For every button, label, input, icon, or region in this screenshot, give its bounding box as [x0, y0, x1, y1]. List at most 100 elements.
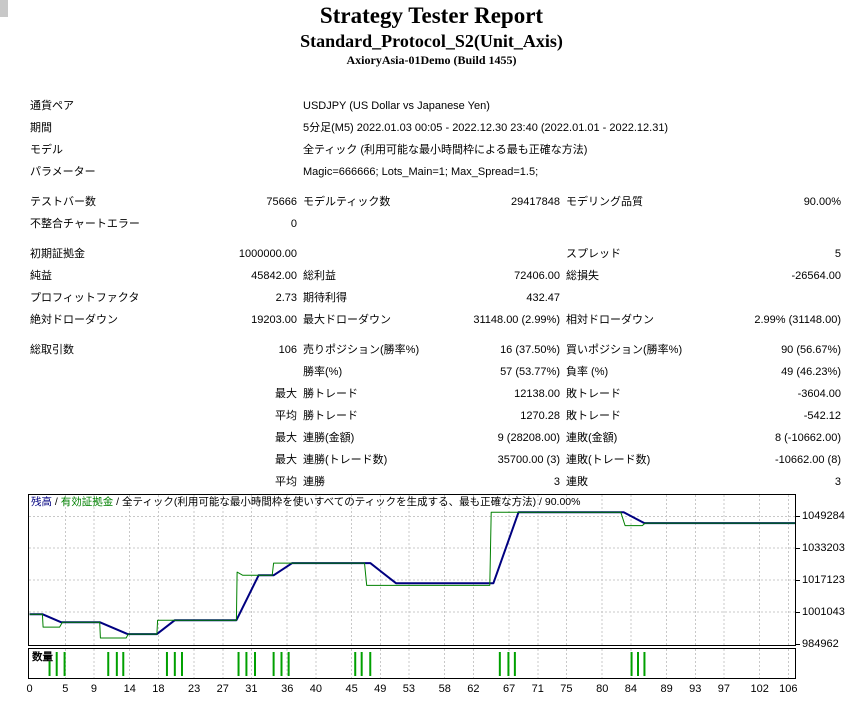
report-row: 絶対ドローダウン 19203.00 最大ドローダウン 31148.00 (2.99%)… [30, 309, 841, 331]
report-cell-value: 35700.00 (3) [497, 454, 560, 466]
y-axis-tick [796, 516, 800, 518]
report-cell-label: 不整合チャートエラー [30, 218, 140, 230]
report-cell-value: -10662.00 (8) [774, 454, 841, 466]
report-row: 初期証拠金 1000000.00 スプレッド 5 [30, 243, 841, 265]
expert-name: Standard_Protocol_S2(Unit_Axis) [300, 31, 563, 51]
report-cell-value: 全ティック (利用可能な最小時間枠による最も正確な方法) [303, 144, 588, 156]
y-axis-label: 1017123 [802, 574, 845, 587]
x-axis-label: 45 [345, 683, 358, 695]
report-cell-label: 買いポジション(勝率%) [566, 344, 683, 356]
volume-chart-svg [48, 649, 789, 678]
report-row: 通貨ペア USDJPY (US Dollar vs Japanese Yen) [30, 95, 841, 117]
report-cell-value: 3 [834, 476, 841, 488]
report-cell-label: 通貨ペア [30, 100, 74, 112]
report-cell-value: 1000000.00 [238, 248, 297, 260]
report-cell-label: 敗トレード [566, 388, 621, 400]
report-cell-label: 期間 [30, 122, 52, 134]
report-row: テストバー数 75666 モデルティック数 29417848 モデリング品質 90.00% [30, 191, 841, 213]
report-cell-value: 16 (37.50%) [500, 344, 560, 356]
report-cell-value: -26564.00 [791, 270, 841, 282]
x-axis-label: 23 [188, 683, 201, 695]
report-cell-label: 勝トレード [303, 388, 358, 400]
x-axis-label: 97 [717, 683, 731, 695]
x-axis-label: 5 [62, 683, 69, 695]
report-row: 期間 5分足(M5) 2022.01.03 00:05 - 2022.12.30 … [30, 117, 841, 139]
report-row: 最大 勝トレード 12138.00 敗トレード -3604.00 [30, 383, 841, 405]
report-cell-label: 売りポジション(勝率%) [303, 344, 420, 356]
report-cell-value: -542.12 [803, 410, 841, 422]
report-cell-value: 1270.28 [520, 410, 560, 422]
report-cell-value: 75666 [266, 196, 297, 208]
report-cell-label: 絶対ドローダウン [30, 314, 118, 326]
balance-chart-svg [29, 495, 796, 645]
report-cell-label: 連勝(トレード数) [303, 454, 388, 466]
report-cell-label: 敗トレード [566, 410, 621, 422]
report-cell-value: 31148.00 (2.99%) [473, 314, 560, 326]
report-cell-label: 相対ドローダウン [566, 314, 654, 326]
report-cell-label: 総利益 [303, 270, 336, 282]
report-cell-value: 12138.00 [514, 388, 560, 400]
x-axis-label: 31 [245, 683, 258, 695]
balance-line [29, 511, 796, 636]
report-cell-label: 総損失 [566, 270, 599, 282]
report-cell-label: 純益 [30, 270, 52, 282]
chart-legend: 残高 / 有効証拠金 / 全ティック(利用可能な最小時間枠を使いすべてのティック… [31, 495, 581, 509]
x-axis-label: 75 [560, 683, 573, 695]
x-axis-label: 53 [402, 683, 416, 695]
report-cell-value: -3604.00 [797, 388, 841, 400]
page-title: Strategy Tester Report [319, 3, 544, 28]
report-table: 通貨ペア USDJPY (US Dollar vs Japanese Yen) 期間… [30, 95, 841, 493]
report-cell-value: 9 (28208.00) [497, 432, 560, 444]
y-axis-tick [796, 548, 800, 550]
legend-separator: / [536, 496, 545, 508]
report-cell-value: Magic=666666; Lots_Main=1; Max_Spread=1.… [303, 166, 539, 178]
section-gap [30, 235, 841, 243]
report-cell-label: 勝トレード [303, 410, 358, 422]
y-axis-tick [796, 612, 800, 614]
report-cell-value: 49 (46.23%) [781, 366, 841, 378]
report-row: モデル 全ティック (利用可能な最小時間枠による最も正確な方法) [30, 139, 841, 161]
report-cell-label: テストバー数 [30, 196, 96, 208]
x-axis-label: 80 [596, 683, 609, 695]
report-row: 最大 連勝(トレード数) 35700.00 (3) 連敗(トレード数) -10662.0… [30, 449, 841, 471]
x-axis-label: 9 [90, 683, 97, 695]
x-axis-label: 49 [374, 683, 387, 695]
y-axis-label: 984962 [802, 638, 839, 651]
y-axis-label: 1049284 [802, 510, 845, 523]
x-axis-label: 67 [503, 683, 516, 695]
report-cell-label: 連勝(金額) [303, 432, 355, 444]
section-gap [30, 183, 841, 191]
report-cell-value: 最大 [275, 388, 297, 400]
report-cell-label: 勝率(%) [303, 366, 343, 378]
report-cell-value: 5 [834, 248, 841, 260]
legend-item: 全ティック(利用可能な最小時間枠を使いすべてのティックを生成する、最も正確な方法… [122, 496, 537, 508]
report-cell-label: プロフィットファクタ [30, 292, 140, 304]
report-cell-value: 72406.00 [514, 270, 560, 282]
x-axis-label: 27 [216, 683, 229, 695]
equity-line [29, 511, 796, 639]
report-cell-label: 連敗(トレード数) [566, 454, 651, 466]
report-cell-label: 連敗(金額) [566, 432, 618, 444]
volume-chart [28, 648, 796, 679]
legend-separator: / [52, 496, 61, 508]
report-cell-label: スプレッド [566, 248, 621, 260]
report-cell-value: 29417848 [511, 196, 560, 208]
report-cell-label: モデリング品質 [566, 196, 643, 208]
report-cell-label: 期待利得 [303, 292, 347, 304]
report-cell-label: 連勝 [303, 476, 325, 488]
report-cell-label: 負率 (%) [566, 366, 609, 378]
report-cell-value: 90.00% [803, 196, 841, 208]
balance-chart-area: 残高 / 有効証拠金 / 全ティック(利用可能な最小時間枠を使いすべてのティック… [26, 494, 863, 704]
report-row: 平均 連勝 3 連敗 3 [30, 471, 841, 493]
x-axis-label: 102 [750, 683, 769, 695]
legend-item: 有効証拠金 [60, 496, 114, 508]
legend-item: 90.00% [544, 496, 581, 508]
x-axis-label: 36 [281, 683, 294, 695]
report-cell-label: 最大ドローダウン [303, 314, 391, 326]
report-cell-value: 2.73 [275, 292, 297, 304]
x-axis-label: 58 [438, 683, 451, 695]
report-row: 平均 勝トレード 1270.28 敗トレード -542.12 [30, 405, 841, 427]
y-axis-label: 1001043 [802, 606, 845, 619]
report-cell-label: 連敗 [566, 476, 588, 488]
section-gap [30, 331, 841, 339]
